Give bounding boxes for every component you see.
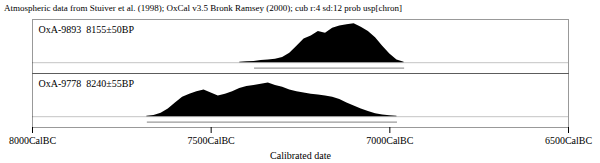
svg-text:OxA-9778 8240±55BP: OxA-9778 8240±55BP: [39, 78, 135, 89]
svg-text:7500CalBC: 7500CalBC: [188, 135, 236, 146]
svg-text:Calibrated date: Calibrated date: [270, 150, 331, 161]
svg-text:OxA-9893 8155±50BP: OxA-9893 8155±50BP: [39, 24, 135, 35]
svg-text:7000CalBC: 7000CalBC: [366, 135, 414, 146]
svg-text:6500CalBC: 6500CalBC: [545, 135, 593, 146]
html-text:Atmospheric data from Stuiver: Atmospheric data from Stuiver et al. (19…: [4, 3, 402, 13]
svg-text:8000CalBC: 8000CalBC: [9, 135, 57, 146]
